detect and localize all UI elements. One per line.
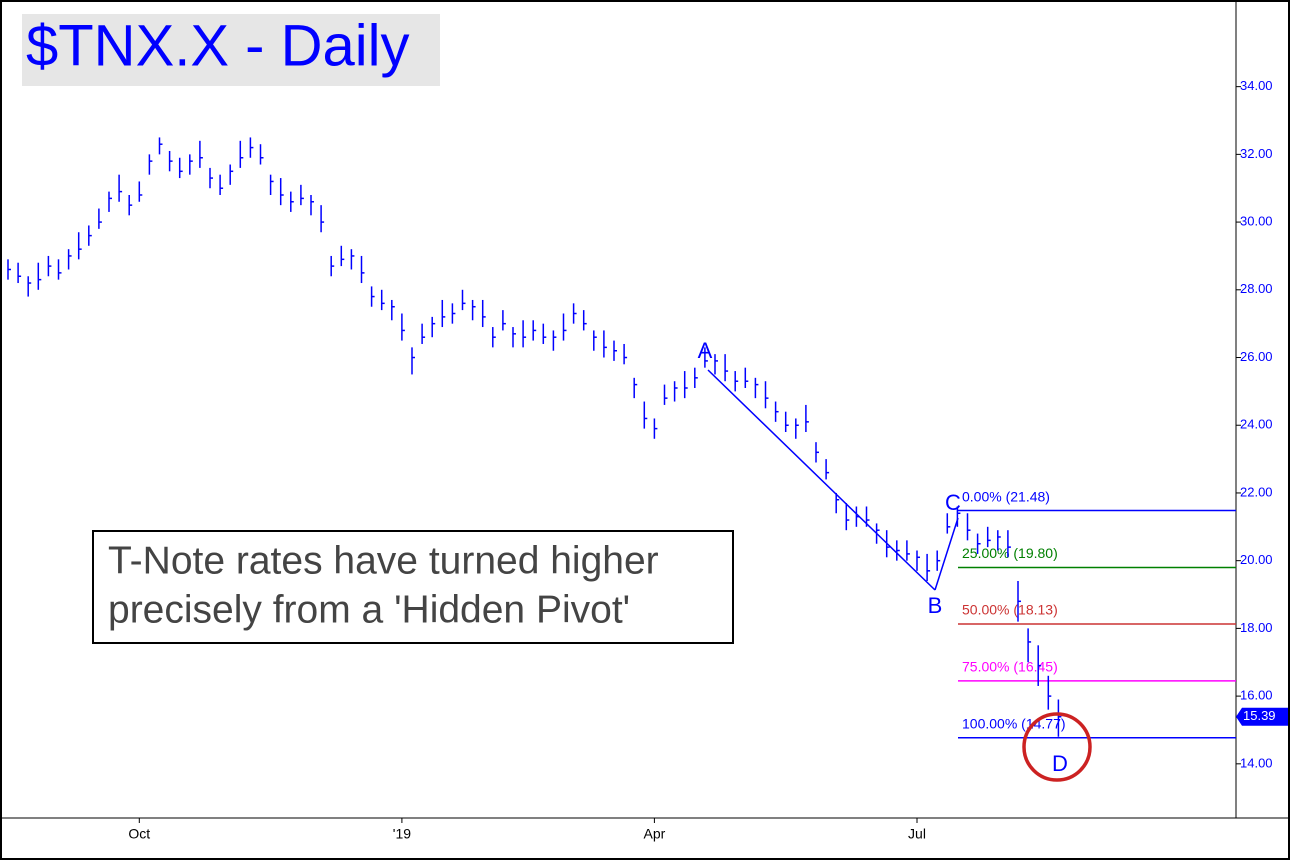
pivot-label: A [698,338,713,363]
y-tick-label: 20.00 [1240,552,1273,567]
trend-line [934,517,959,591]
y-tick-label: 26.00 [1240,349,1273,364]
y-tick-label: 16.00 [1240,688,1273,703]
x-tick-label: '19 [393,826,411,842]
last-value-tag [1236,707,1288,726]
highlight-circle [1022,712,1092,782]
y-tick-label: 14.00 [1240,755,1273,770]
fib-label: 75.00% (16.45) [962,659,1058,675]
pivot-label: C [945,490,961,515]
y-tick-label: 28.00 [1240,281,1273,296]
x-tick-label: Oct [128,826,150,842]
x-tick-label: Jul [908,826,926,842]
annotation-box [92,530,734,644]
y-tick-label: 24.00 [1240,417,1273,432]
chart-title: $TNX.X - Daily [26,13,410,78]
pivot-label: B [928,593,943,618]
fib-label: 50.00% (18.13) [962,602,1058,618]
fib-label: 0.00% (21.48) [962,488,1050,504]
title-bg [22,14,440,86]
y-tick-label: 18.00 [1240,620,1273,635]
y-tick-label: 30.00 [1240,214,1273,229]
last-value-label: 15.39 [1243,708,1276,723]
pivot-label: D [1052,751,1068,776]
annotation: T-Note rates have turned higher [108,539,659,582]
y-tick-label: 34.00 [1240,78,1273,93]
x-tick-label: Apr [644,826,666,842]
fib-label: 100.00% (14.77) [962,715,1066,731]
annotation: precisely from a 'Hidden Pivot' [108,588,630,631]
y-tick-label: 32.00 [1240,146,1273,161]
trend-line [707,369,936,591]
y-tick-label: 22.00 [1240,484,1273,499]
fib-label: 25.00% (19.80) [962,545,1058,561]
